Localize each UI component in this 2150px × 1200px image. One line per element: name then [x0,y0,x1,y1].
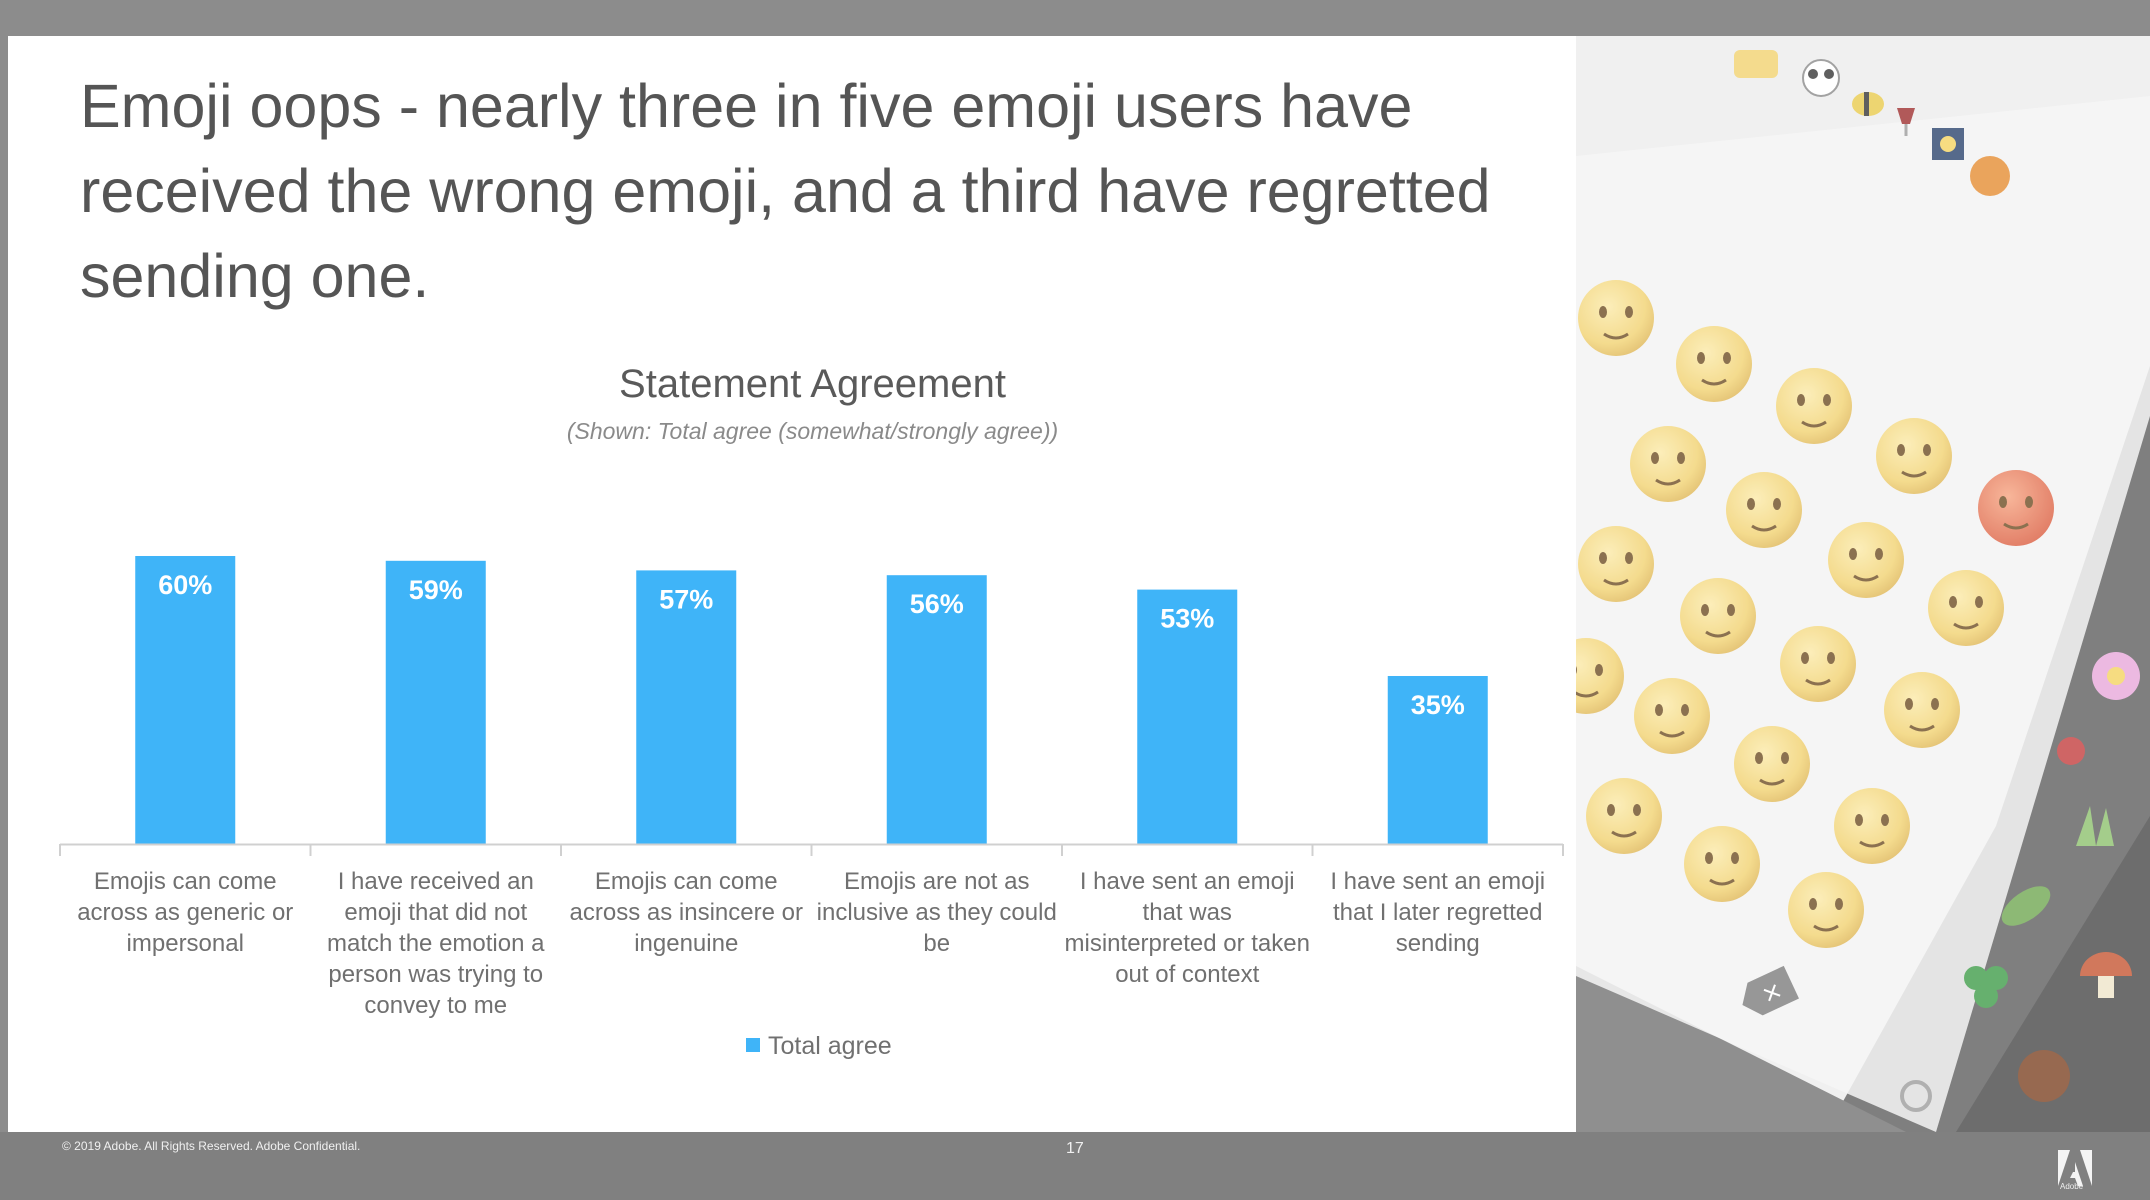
wine-glass-icon [1897,108,1915,136]
angry-face-icon [1978,470,2054,546]
smiling-face-icon [1576,638,1624,714]
chart-legend: Total agree [746,1032,892,1061]
sad-face-icon [1834,788,1910,864]
emoji-keyboard-photo: × [1576,36,2150,1132]
bar-1 [135,556,236,844]
x-axis-tick-label-1: Emojis can come across as generic or imp… [77,868,294,957]
x-axis-tick-label-3: Emojis can come across as insincere or i… [569,868,803,957]
bar-data-label-3: 57% [659,584,713,614]
chart-subtitle: (Shown: Total agree (somewhat/strongly a… [566,418,1059,444]
bar-data-label-6: 35% [1411,690,1465,720]
clover-icon [1964,966,2008,1008]
chestnut-icon [2018,1050,2070,1102]
kissing-heart-face-icon [1726,472,1802,548]
squinting-tongue-face-icon [1828,522,1904,598]
bar-data-label-1: 60% [158,570,212,600]
winking-tongue-face-icon [1876,418,1952,494]
bar-data-label-5: 53% [1160,604,1214,634]
adobe-logo-icon [2058,1150,2092,1186]
crying-face-icon [1928,570,2004,646]
persevering-face-icon [1884,672,1960,748]
x-axis-tick-label-2: I have received an emoji that did not ma… [327,868,545,1019]
left-frame-edge [0,36,8,1132]
sad-face-icon [1684,826,1760,902]
bar-2 [385,560,486,844]
flower-icon [2092,652,2140,700]
confused-face-icon [1788,872,1864,948]
kissing-face-icon [1776,368,1852,444]
grass-icon [2076,806,2114,846]
delete-key-icon: × [1742,965,1799,1016]
page-number: 17 [1066,1140,1084,1157]
family-icon [1734,50,1778,78]
bar-chart: 60% 59% 57% 56% 53% 35% [59,556,1564,856]
bee-icon [1852,92,1884,116]
emoji-keyboard-illustration: × [1576,36,2150,1132]
logo-wordmark: Adobe [2060,1182,2084,1191]
top-frame-bar [0,0,2150,36]
sweat-face-icon [1630,426,1706,502]
fireworks-icon [1932,128,1964,160]
disappointed-face-icon [1780,626,1856,702]
bar-data-label-2: 59% [409,575,463,605]
legend-swatch [746,1038,760,1053]
relieved-face-icon [1578,526,1654,602]
bar-4 [886,575,987,844]
x-axis-tick-label-5: I have sent an emoji that was misinterpr… [1064,868,1310,988]
chart-title: Statement Agreement [619,362,1006,406]
x-axis-tick-label-4: Emojis are not as inclusive as they coul… [816,868,1057,957]
x-axis-tick-label-6: I have sent an emoji that I later regret… [1330,868,1546,957]
slide-title: Emoji oops - nearly three in five emoji … [80,72,1491,310]
unamused-face-icon [1676,326,1752,402]
kissing-smiling-eyes-face-icon [1680,578,1756,654]
footer-copyright: © 2019 Adobe. All Rights Reserved. Adobe… [62,1139,361,1153]
legend-label: Total agree [768,1032,892,1060]
tongue-face-icon [1586,778,1662,854]
panda-icon [1802,59,1840,97]
bar-data-label-4: 56% [910,589,964,619]
confused-face-icon [1634,678,1710,754]
bar-6 [1387,676,1488,844]
bar-5 [1137,589,1238,844]
rose-icon [2057,737,2085,765]
bar-3 [636,570,737,844]
heart-eyes-face-icon [1578,280,1654,356]
settings-key-icon [1900,1080,1932,1112]
pumpkin-icon [1970,156,2010,196]
footer-bar [0,1132,2150,1200]
frowning-face-icon [1734,726,1810,802]
leaf-icon [2001,886,2051,926]
mushroom-icon [2080,952,2132,998]
